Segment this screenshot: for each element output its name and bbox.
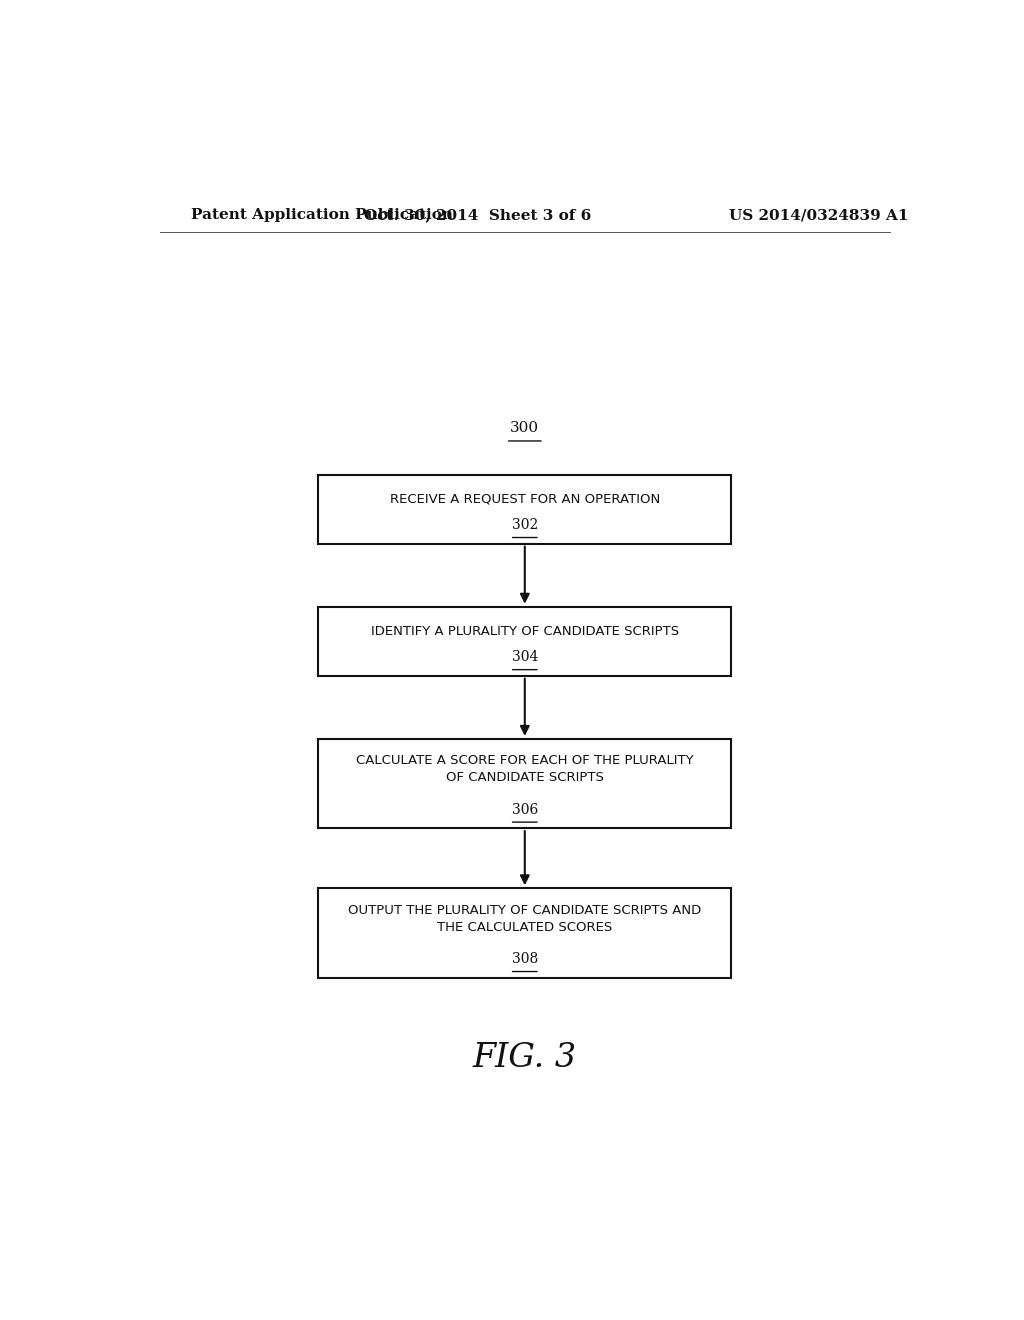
Text: RECEIVE A REQUEST FOR AN OPERATION: RECEIVE A REQUEST FOR AN OPERATION [390, 492, 659, 506]
Text: 300: 300 [510, 421, 540, 434]
Text: Oct. 30, 2014  Sheet 3 of 6: Oct. 30, 2014 Sheet 3 of 6 [364, 209, 591, 222]
Text: OUTPUT THE PLURALITY OF CANDIDATE SCRIPTS AND
THE CALCULATED SCORES: OUTPUT THE PLURALITY OF CANDIDATE SCRIPT… [348, 904, 701, 933]
Text: 304: 304 [512, 651, 538, 664]
Text: Patent Application Publication: Patent Application Publication [191, 209, 454, 222]
Text: FIG. 3: FIG. 3 [473, 1041, 577, 1074]
Text: CALCULATE A SCORE FOR EACH OF THE PLURALITY
OF CANDIDATE SCRIPTS: CALCULATE A SCORE FOR EACH OF THE PLURAL… [356, 754, 693, 784]
Text: 302: 302 [512, 519, 538, 532]
Text: IDENTIFY A PLURALITY OF CANDIDATE SCRIPTS: IDENTIFY A PLURALITY OF CANDIDATE SCRIPT… [371, 624, 679, 638]
Text: US 2014/0324839 A1: US 2014/0324839 A1 [729, 209, 908, 222]
FancyBboxPatch shape [318, 607, 731, 676]
Text: 306: 306 [512, 803, 538, 817]
Text: 308: 308 [512, 952, 538, 966]
FancyBboxPatch shape [318, 739, 731, 828]
FancyBboxPatch shape [318, 888, 731, 978]
FancyBboxPatch shape [318, 474, 731, 544]
